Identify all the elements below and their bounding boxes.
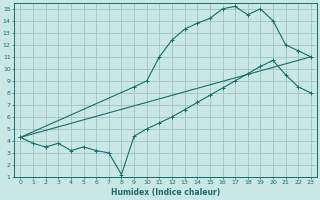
X-axis label: Humidex (Indice chaleur): Humidex (Indice chaleur) [111,188,220,197]
